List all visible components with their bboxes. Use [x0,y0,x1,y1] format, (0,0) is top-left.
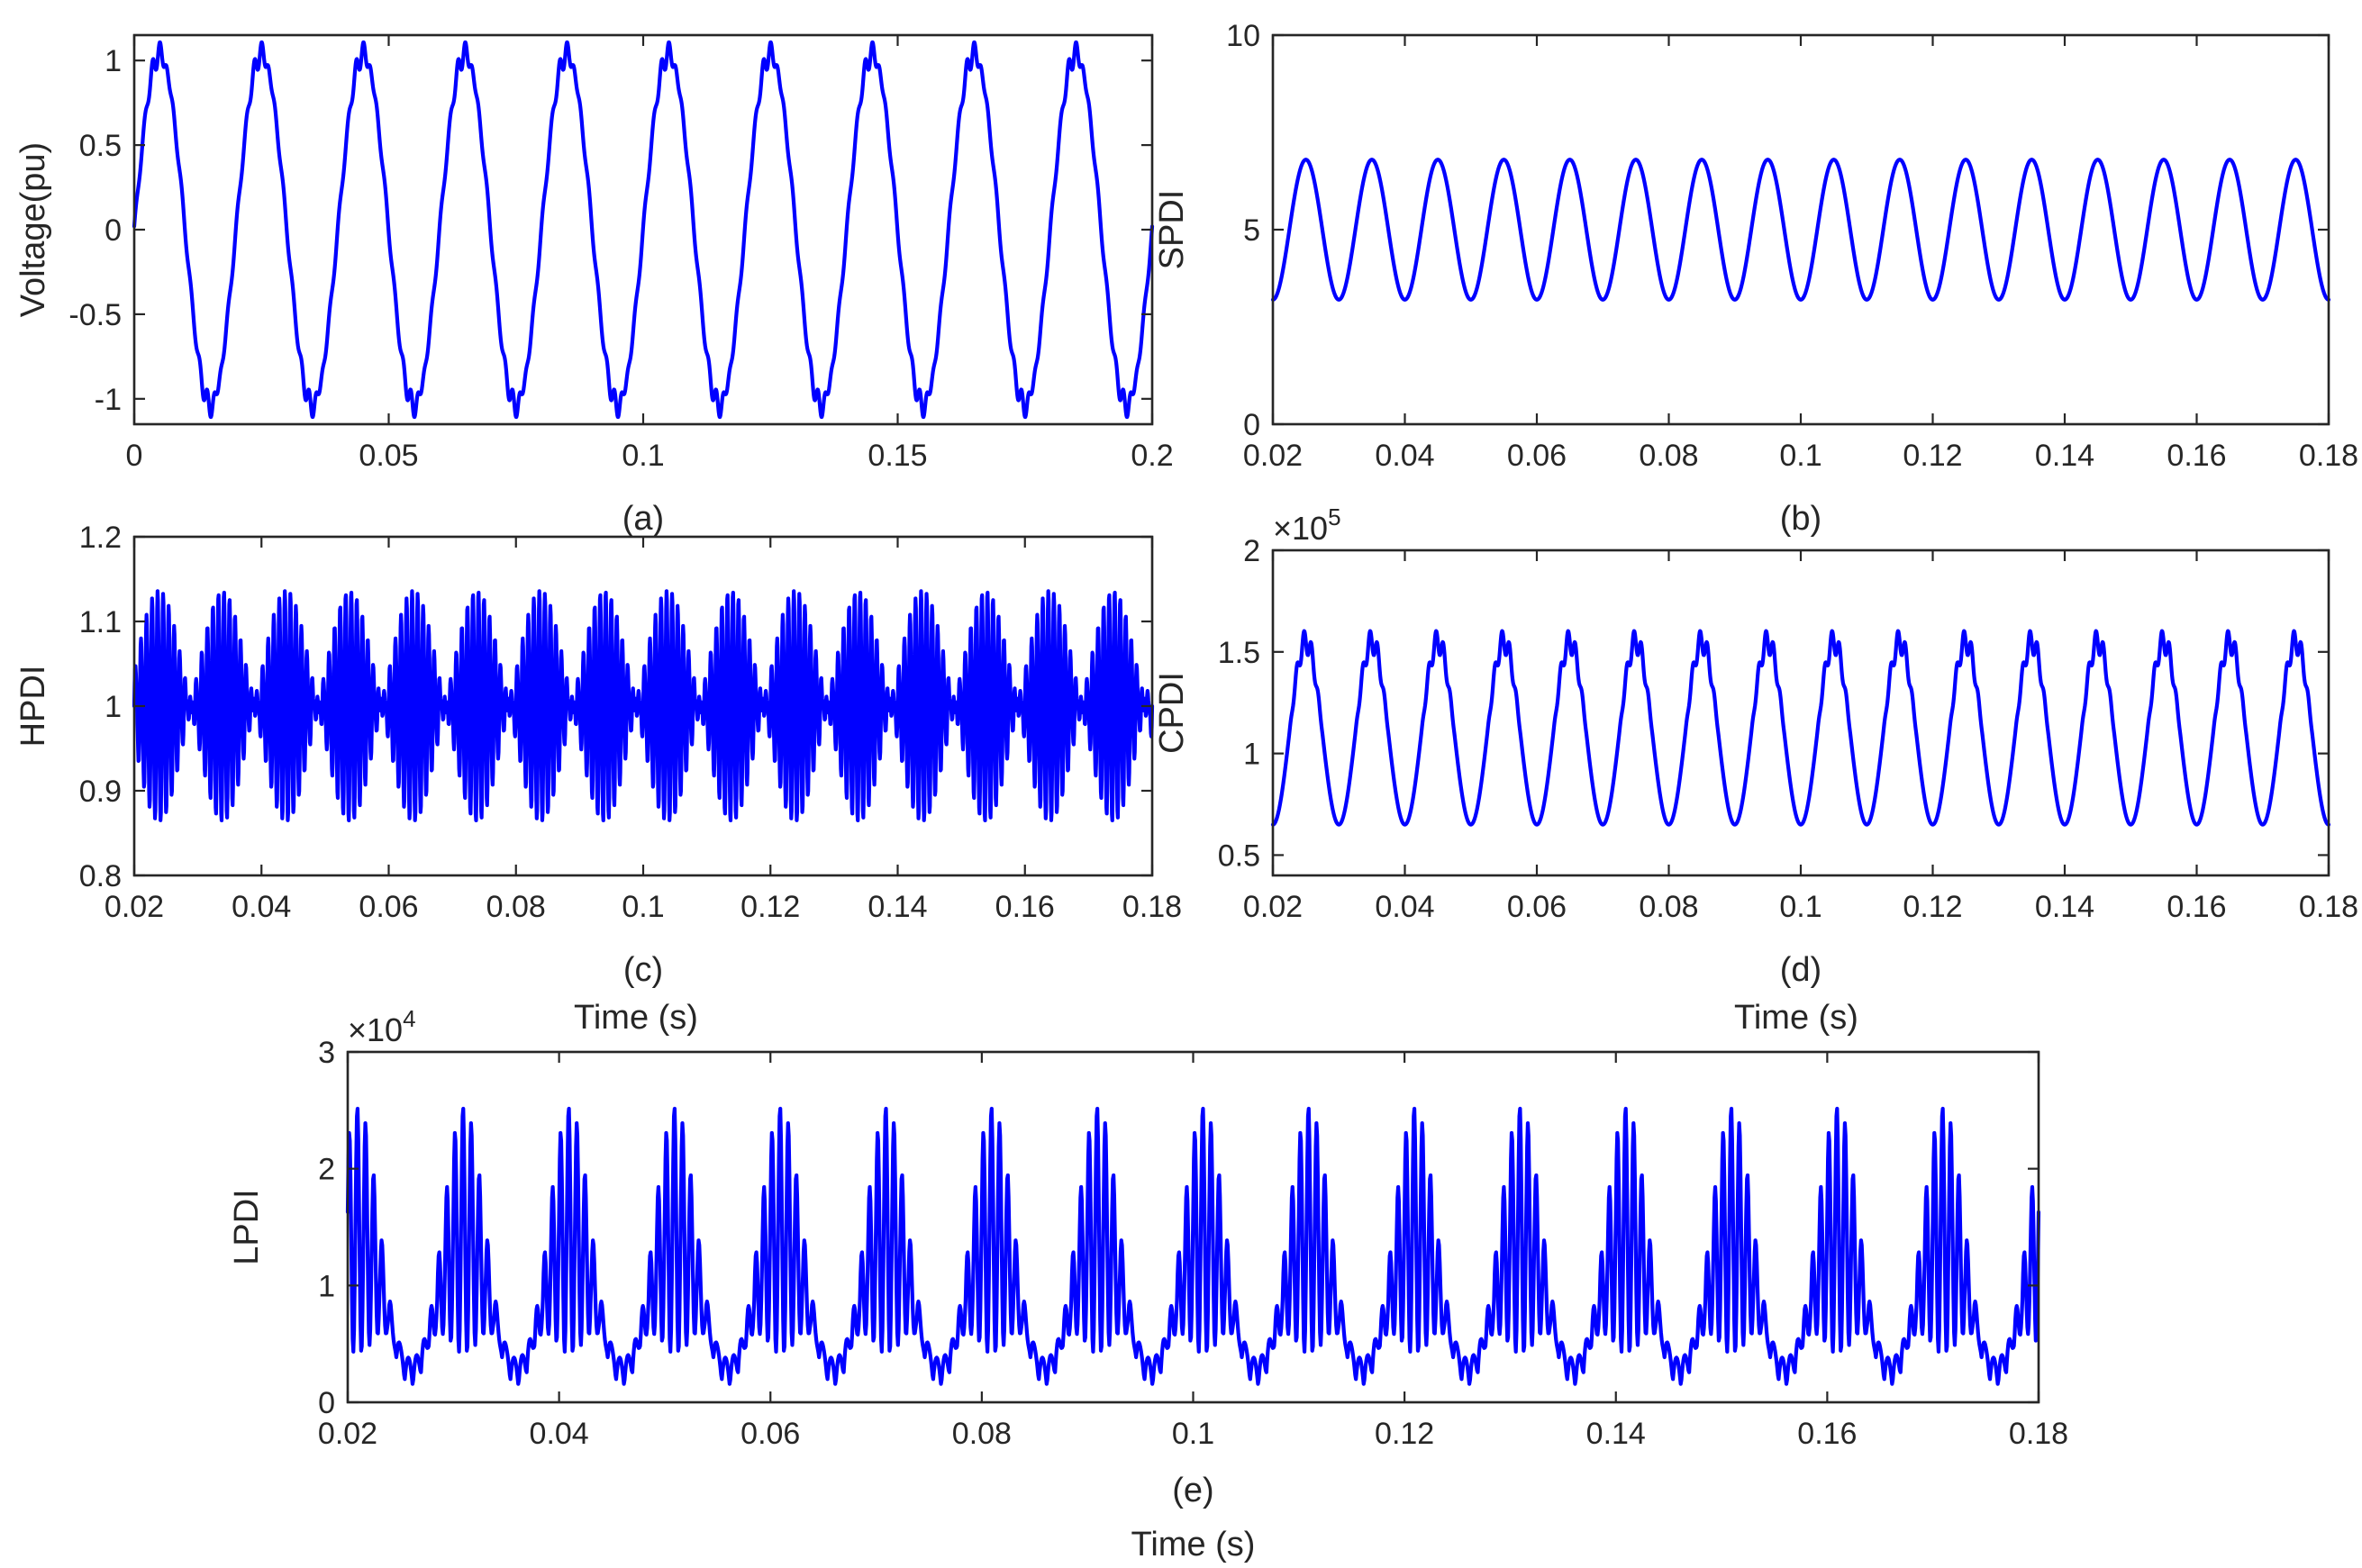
y-axis-label: SPDI [1153,190,1191,270]
x-tick-label: 0.04 [232,890,291,924]
y-tick-label: 0.5 [1218,838,1260,873]
x-tick-label: 0.12 [1903,439,1962,473]
x-tick-label: 0.1 [1779,890,1821,924]
time-label-stray-d: Time (s) [1734,999,1858,1037]
y-axis-label: LPDI [228,1189,266,1264]
x-tick-label: 0.04 [1375,890,1434,924]
y-tick-label: 1 [104,44,122,78]
y-axis-label: CPDI [1153,672,1191,754]
x-tick-label: 0.16 [995,890,1055,924]
time-label-stray-c: Time (s) [574,999,698,1037]
plot-area-b [1271,33,2330,426]
y-tick-label: 1.1 [79,605,122,639]
series-line-b [1270,158,2331,302]
y-tick-label: 5 [1243,213,1260,248]
series-line-a [132,40,1155,420]
x-tick-label: 0.1 [1779,439,1821,473]
x-tick-label: 0.04 [530,1417,589,1451]
x-tick-label: 0.08 [486,890,546,924]
panel-caption: (e) [1172,1472,1213,1509]
y-axis-label: HPDI [14,666,52,748]
series-line-d [1270,629,2331,827]
x-tick-label: 0.05 [359,439,418,473]
x-tick-label: 0.06 [359,890,418,924]
panel-caption: (d) [1780,951,1821,989]
x-tick-label: 0.1 [1172,1417,1214,1451]
panel-a: 0 0.05 0.1 0.15 0.2 -1 -0.5 0 0.5 1 Voltage(pu) (a) [14,33,1174,538]
x-tick-label: 0.04 [1375,439,1434,473]
x-tick-label: 0.02 [318,1417,377,1451]
x-tick-label: 0.08 [1639,890,1698,924]
x-tick-label: 0.02 [104,890,164,924]
y-tick-label: 1.2 [79,521,122,555]
x-tick-label: 0.18 [2299,439,2358,473]
x-axis-label: Time (s) [1131,1526,1256,1563]
x-tick-label: 0.1 [622,890,664,924]
y-tick-label: 1 [1243,738,1260,772]
y-tick-label: -0.5 [68,298,122,332]
panel-caption: (c) [623,951,663,989]
x-tick-label: 0.12 [1903,890,1962,924]
y-tick-label: 0.9 [79,775,122,809]
y-tick-label: 10 [1226,19,1260,53]
plot-area-d [1271,548,2330,877]
y-axis-label: Voltage(pu) [14,142,52,317]
panel-e: 0.02 0.04 0.06 0.08 0.1 0.12 0.14 0.16 0.18 0 1 2 3 L… [228,1005,2068,1563]
panel-b: 0.02 0.04 0.06 0.08 0.1 0.12 0.14 0.16 0.18 0 5 10 S… [1153,19,2358,538]
x-tick-label: 0.16 [1797,1417,1857,1451]
x-tick-label: 0.08 [1639,439,1698,473]
y-exponent-label: ×104 [348,1005,416,1048]
y-tick-label: 0 [318,1386,335,1420]
x-tick-label: 0.18 [2009,1417,2068,1451]
x-tick-label: 0.06 [1507,890,1567,924]
x-tick-label: 0.18 [1122,890,1182,924]
y-tick-label: 0.5 [79,129,122,163]
y-tick-label: 0 [104,213,122,248]
x-tick-label: 0.02 [1243,439,1303,473]
y-tick-label: 0 [1243,408,1260,442]
panel-caption: (b) [1780,500,1821,538]
y-tick-label: -1 [95,383,122,417]
series-line-c [132,589,1155,823]
y-tick-label: 3 [318,1036,335,1070]
series-line-e [345,1106,2041,1386]
x-tick-label: 0.2 [1131,439,1173,473]
x-tick-label: 0.16 [2167,439,2226,473]
panel-caption: (a) [622,500,664,538]
x-tick-label: 0.14 [2035,439,2094,473]
x-tick-label: 0.14 [2035,890,2094,924]
y-exponent-label: ×105 [1273,503,1341,547]
x-tick-label: 0.06 [1507,439,1567,473]
x-tick-label: 0.06 [740,1417,800,1451]
y-tick-label: 1.5 [1218,636,1260,670]
y-tick-label: 2 [1243,534,1260,568]
x-tick-label: 0 [126,439,143,473]
x-tick-label: 0.1 [622,439,664,473]
x-tick-label: 0.15 [868,439,927,473]
y-tick-label: 1 [318,1269,335,1303]
x-tick-label: 0.12 [1375,1417,1434,1451]
y-tick-label: 0.8 [79,859,122,893]
x-tick-label: 0.02 [1243,890,1303,924]
x-tick-label: 0.14 [1586,1417,1646,1451]
panel-d: 0.02 0.04 0.06 0.08 0.1 0.12 0.14 0.16 0.18 0.5 1 1… [1153,503,2358,989]
y-tick-label: 2 [318,1153,335,1187]
panel-c: 0.02 0.04 0.06 0.08 0.1 0.12 0.14 0.16 0.18 0.8 0.… [14,521,1182,989]
x-tick-label: 0.18 [2299,890,2358,924]
x-tick-label: 0.14 [868,890,927,924]
x-tick-label: 0.08 [952,1417,1012,1451]
x-tick-label: 0.16 [2167,890,2226,924]
y-tick-label: 1 [104,690,122,724]
x-tick-label: 0.12 [740,890,800,924]
